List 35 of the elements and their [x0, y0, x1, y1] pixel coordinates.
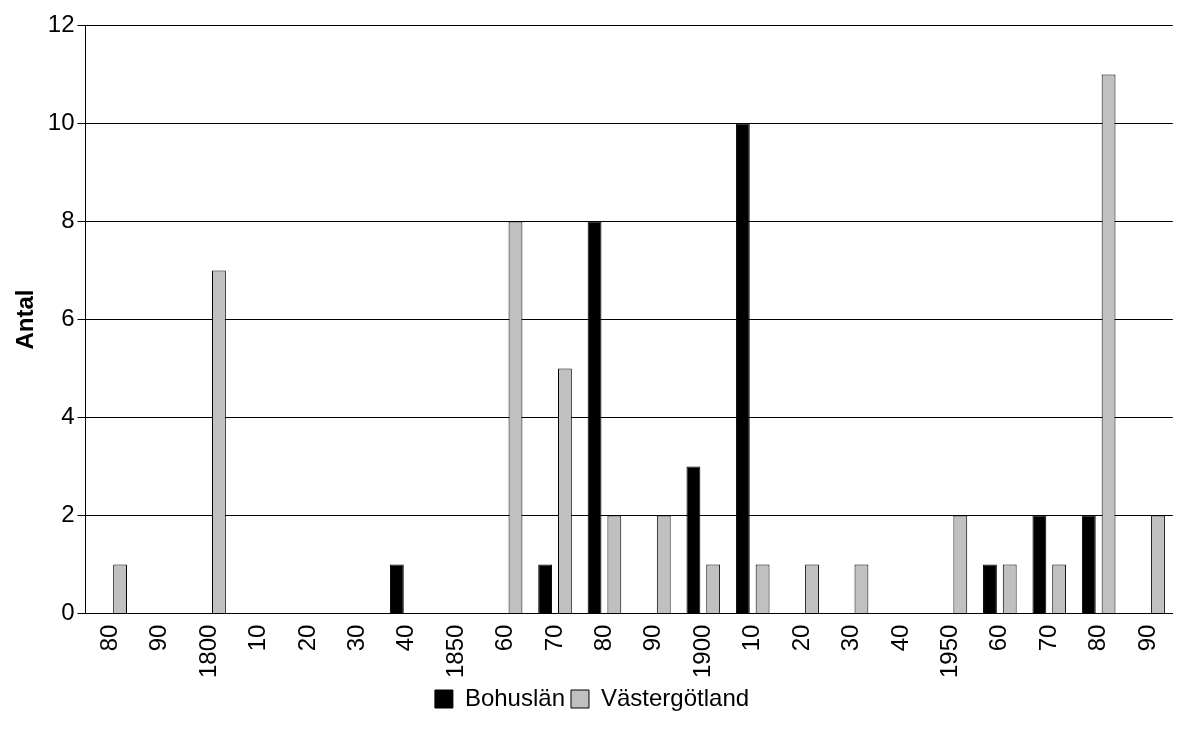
x-tick-label: 1900	[687, 624, 715, 678]
bar	[538, 564, 553, 614]
legend-label: Västergötland	[600, 683, 750, 711]
y-tick-label: 10	[47, 108, 75, 136]
x-tick-label: 90	[638, 624, 666, 652]
legend-label: Bohuslän	[464, 683, 565, 711]
x-tick-label: 1950	[935, 624, 963, 678]
x-tick-label: 80	[1083, 624, 1111, 652]
x-tick-label: 90	[1132, 624, 1160, 652]
x-tick-label: 80	[589, 624, 617, 652]
x-tick-label: 90	[144, 624, 172, 652]
y-tick-label: 2	[61, 500, 75, 528]
x-tick-label: 70	[539, 624, 567, 652]
y-tick-label: 4	[61, 402, 75, 430]
x-tick-label: 40	[391, 624, 419, 652]
y-tick-label: 6	[61, 304, 75, 332]
x-tick-label: 70	[1033, 624, 1061, 652]
y-axis-title: Antal	[11, 289, 39, 350]
x-tick-label: 60	[984, 624, 1012, 652]
bar	[983, 564, 997, 614]
x-tick-label: 80	[94, 624, 122, 652]
x-tick-label: 20	[786, 624, 814, 652]
x-tick-label: 1850	[440, 624, 468, 678]
y-tick-label: 8	[61, 206, 75, 234]
bar	[389, 564, 404, 614]
x-tick-label: 30	[836, 624, 864, 652]
x-tick-label: 10	[243, 624, 271, 652]
x-tick-label: 10	[737, 624, 765, 652]
x-tick-label: 1800	[193, 624, 221, 678]
x-tick-label: 40	[885, 624, 913, 652]
y-tick-label: 0	[61, 598, 75, 626]
x-tick-label: 20	[292, 624, 320, 652]
x-tick-label: 60	[490, 624, 518, 652]
y-tick-label: 12	[47, 10, 75, 38]
x-tick-label: 30	[341, 624, 369, 652]
